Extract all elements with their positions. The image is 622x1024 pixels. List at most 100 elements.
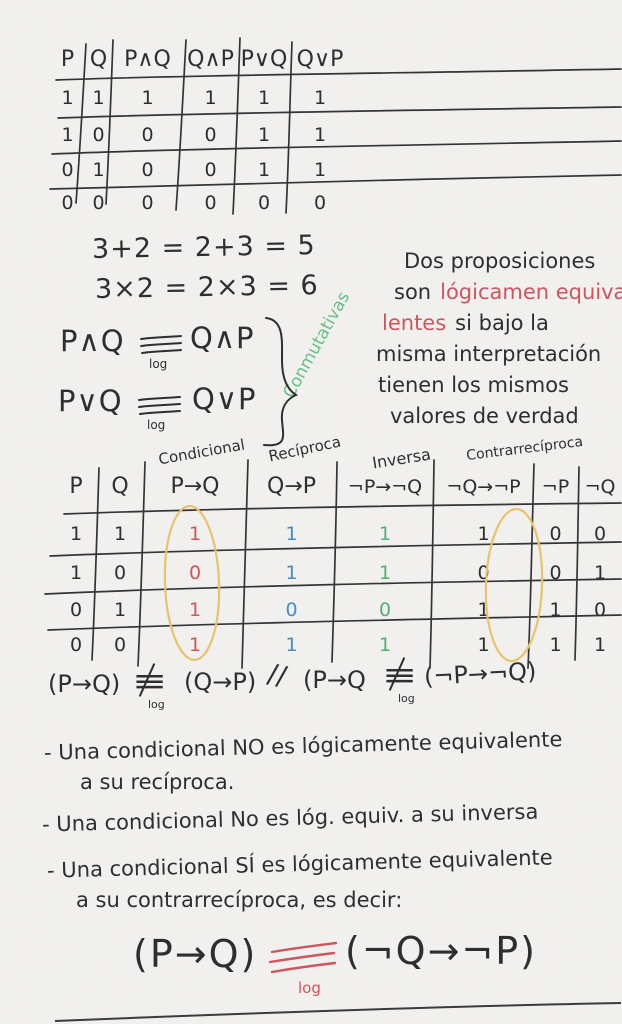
bottom-rule [54,1002,622,1022]
t2-header-converse: Q→P [266,474,317,499]
or-commutative-left: P∨Q [58,384,123,418]
t1-cell: 0 [313,192,327,214]
t1-cell: 0 [204,192,217,214]
t2-cell: 0 [549,522,562,545]
t2-cell-conditional: 1 [188,599,202,621]
t2-cell-converse: 0 [285,599,298,621]
note-contrapositive-line2: a su contrarrecíproca, es decir: [76,888,403,912]
definition-highlight: lógicamen equiva [440,280,622,304]
t1-cell: 1 [313,158,327,181]
t2-header-p: P [69,474,83,499]
t2-cell: 0 [593,599,607,621]
t1-header-porq: P∨Q [240,46,288,72]
t1-cell: 1 [141,86,154,109]
t1-cell: 1 [257,86,271,109]
t2-header-notq: ¬Q [584,475,616,498]
t2-cell-contrapositive: 1 [477,599,490,621]
t2-cell: 1 [549,599,562,621]
conclusion-equiv-bars [268,941,338,974]
truth-table-and-or: P Q P∧Q Q∧P P∨Q Q∨P 1 1 1 1 1 1 1 0 0 0 … [50,40,350,219]
t1-cell: 1 [313,86,327,109]
t1-cell: 0 [61,158,74,181]
t1-cell: 1 [313,123,327,146]
note-contrapositive-line1: - Una condicional SÍ es lógicamente equi… [46,845,553,883]
t2-cell-inverse: 1 [378,522,392,545]
t1-cell: 1 [92,158,105,181]
definition-line: tienen los mismos [378,373,569,397]
t1-cell: 0 [204,123,217,146]
log-subscript: log [148,698,165,711]
and-commutative-right: Q∧P [190,321,255,355]
t2-cell: 0 [593,522,607,545]
note-converse-line1: - Una condicional NO es lógicamente equi… [43,727,563,765]
t1-header-qorp: Q∨P [296,46,344,72]
t2-cell: 1 [113,599,127,621]
nonequiv-inverse: (¬P→¬Q) [423,657,538,691]
equiv-bars-and [140,335,182,354]
t2-cell: 1 [549,634,562,656]
nonequiv-converse: (Q→P) [184,668,257,696]
t1-cell: 0 [141,123,154,146]
not-equivalent-symbol: ≡ log [132,663,172,714]
t2-cell-conditional: 1 [188,634,202,656]
t1-cell: 1 [204,86,217,109]
t2-cell-contrapositive: 0 [477,562,490,584]
note-inverse: - Una condicional No es lóg. equiv. a su… [41,799,539,837]
t2-header-notp: ¬P [541,475,570,498]
nonequiv-conditional: (P→Q) [48,670,121,698]
product-example: 3×2 = 2×3 = 6 [94,270,319,305]
t1-cell: 1 [92,86,105,109]
sum-example: 3+2 = 2+3 = 5 [91,230,316,265]
t2-header-q: Q [111,474,129,499]
t2-cell: 0 [113,634,127,656]
t2-cell: 1 [113,522,127,545]
t2-cell-inverse: 1 [378,634,392,656]
t1-cell: 0 [141,158,154,181]
t2-cell: 0 [549,562,562,584]
t1-cell: 1 [257,123,271,146]
t1-cell: 0 [92,123,105,146]
t1-cell: 0 [257,192,271,214]
definition-line: si bajo la [455,311,549,335]
conclusion-log-subscript: log [298,979,321,997]
t1-cell: 1 [257,158,271,181]
t2-cell-contrapositive: 1 [477,634,490,656]
t1-cell: 1 [61,86,74,109]
conclusion-conditional: (P→Q) [133,932,258,976]
definition-line: Dos proposiciones [404,249,596,273]
t1-cell: 0 [141,192,154,214]
t2-cell-converse: 1 [285,562,298,584]
t2-cell-conditional: 1 [188,522,202,545]
t1-cell: 0 [92,192,105,214]
t2-cell: 1 [69,522,83,545]
t2-cell: 1 [593,562,607,584]
t2-cell-inverse: 1 [378,562,392,584]
note-converse-line2: a su recíproca. [80,770,235,794]
t2-cell: 1 [69,562,83,584]
t2-cell-contrapositive: 1 [477,522,490,545]
truth-table-conditionals: P Q P→Q Q→P ¬P→¬Q ¬Q→¬P ¬P ¬Q 1 1 1 1 1 … [55,460,622,662]
t2-cell-inverse: 0 [378,599,392,621]
t1-header-pandq: P∧Q [124,46,171,72]
definition-line: misma interpretación [376,342,602,366]
t1-header-q: Q [89,46,108,72]
t2-cell: 0 [69,599,83,621]
t2-cell: 0 [69,634,83,656]
nonequiv-conditional-2: (P→Q [303,666,366,694]
definition-line: son [394,280,432,304]
equiv-bars-or [138,396,181,415]
t2-cell-converse: 1 [285,522,298,545]
t2-cell: 0 [113,562,127,584]
and-commutative-left: P∧Q [60,324,125,358]
t1-header-p: P [60,46,75,72]
definition-line: valores de verdad [390,404,579,428]
t1-cell: 1 [61,123,74,146]
or-equiv-log-subscript: log [147,418,166,432]
conclusion-contrapositive: (¬Q→¬P) [345,929,537,973]
t2-header-inverse: ¬P→¬Q [347,475,423,498]
t2-cell: 1 [593,634,607,656]
definition-highlight: lentes [382,311,447,335]
t1-cell: 0 [61,192,74,214]
and-equiv-log-subscript: log [149,357,168,371]
